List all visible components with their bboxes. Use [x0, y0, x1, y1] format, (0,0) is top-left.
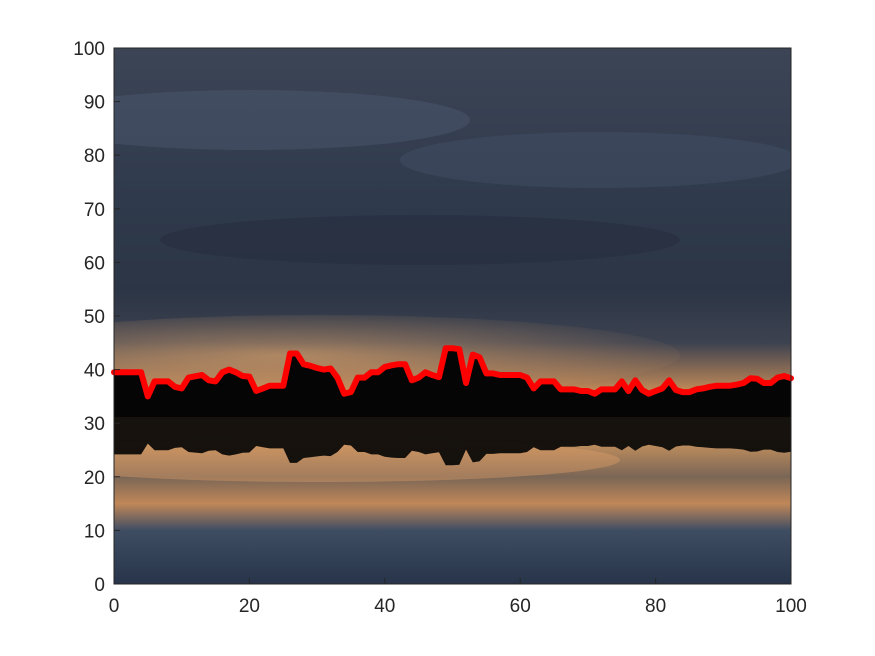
- cloud: [400, 132, 791, 188]
- x-tick-label: 20: [239, 596, 260, 617]
- x-tick-label: 40: [374, 596, 395, 617]
- y-tick-label: 80: [84, 146, 105, 167]
- y-tick-label: 30: [84, 414, 105, 435]
- y-axis: 0 10 20 30 40 50 60 70 80 90 100: [73, 39, 120, 596]
- sunset-glow: [114, 315, 680, 395]
- sky-and-water: [114, 48, 791, 584]
- x-tick-label: 0: [109, 596, 120, 617]
- y-tick-label: 50: [84, 307, 105, 328]
- y-tick-label: 20: [84, 468, 105, 489]
- skyline-reflection: [114, 417, 791, 466]
- cloud: [114, 90, 470, 150]
- cloud: [160, 215, 680, 265]
- x-tick-label: 100: [775, 596, 807, 617]
- x-tick-label: 60: [510, 596, 531, 617]
- x-tick-label: 80: [645, 596, 666, 617]
- y-tick-label: 60: [84, 253, 105, 274]
- x-axis: 0 20 40 60 80 100: [109, 578, 807, 617]
- y-tick-label: 70: [84, 200, 105, 221]
- background-photo: [114, 48, 791, 584]
- y-tick-label: 0: [94, 575, 105, 596]
- series-line: [111, 345, 794, 400]
- skyline-silhouette: [114, 348, 791, 418]
- y-tick-label: 40: [84, 361, 105, 382]
- y-tick-label: 90: [84, 93, 105, 114]
- y-tick-label: 10: [84, 521, 105, 542]
- y-tick-label: 100: [73, 39, 105, 60]
